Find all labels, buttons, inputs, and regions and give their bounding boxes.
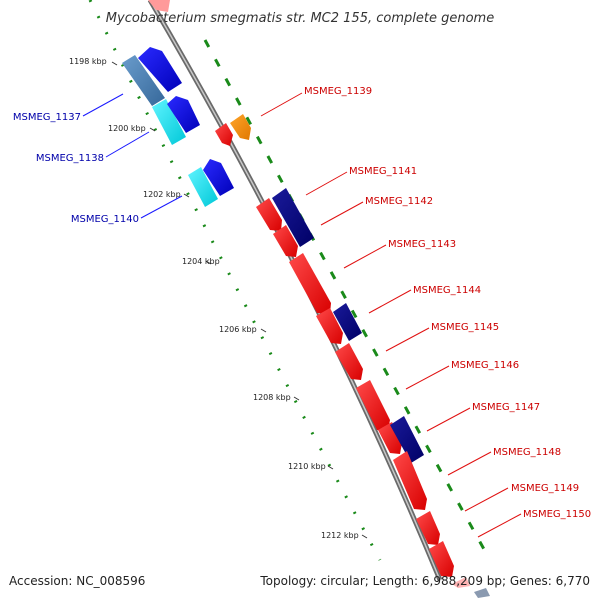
tick-label-1200: 1200 kbp [108, 124, 146, 133]
gene-arrow-msmeg-1148 [393, 451, 427, 510]
gene-arrow-msmeg-1138 [152, 99, 186, 145]
gene-arrow-msmeg-1137 [138, 47, 182, 92]
gene-label-msmeg-1137: MSMEG_1137 [13, 112, 81, 123]
gene-arrow-partial-bottom-2 [474, 588, 490, 598]
gene-arrow-msmeg-1140 [188, 167, 218, 207]
tick-label-1210: 1210 kbp [288, 462, 326, 471]
gene-arrow-msmeg-1142 [273, 225, 298, 257]
gene-arrow-msmeg-1146 [356, 380, 390, 431]
tick-labels: 1198 kbp 1200 kbp 1202 kbp 1204 kbp 1206… [69, 57, 359, 540]
gene-label-msmeg-1140: MSMEG_1140 [71, 214, 139, 225]
accession-text: Accession: NC_008596 [9, 574, 146, 588]
gene-arrow-msmeg-1147 [378, 422, 402, 454]
gene-label-msmeg-1142: MSMEG_1142 [365, 196, 433, 207]
gene-label-msmeg-1147: MSMEG_1147 [472, 402, 540, 413]
label-leaders-forward [260, 92, 522, 538]
gene-arrow-msmeg-1141 [256, 198, 282, 231]
gene-label-msmeg-1144: MSMEG_1144 [413, 285, 481, 296]
genome-backbone [147, 0, 443, 581]
gene-label-msmeg-1145: MSMEG_1145 [431, 322, 499, 333]
gene-arrow-msmeg-1147b [390, 416, 424, 463]
gc-skew-track-outer [203, 39, 492, 561]
gene-arrow-msmeg-1144 [316, 308, 343, 344]
gene-arrow-msmeg-1136 [122, 55, 165, 106]
gene-label-msmeg-1138: MSMEG_1138 [36, 153, 104, 164]
gene-label-msmeg-1141: MSMEG_1141 [349, 166, 417, 177]
tick-label-1206: 1206 kbp [219, 325, 257, 334]
gene-arrow-msmeg-1149 [416, 511, 440, 545]
gene-label-msmeg-1146: MSMEG_1146 [451, 360, 519, 371]
tick-label-1198: 1198 kbp [69, 57, 107, 66]
gene-arrow-msmeg-1141b [272, 188, 314, 247]
tick-label-1202: 1202 kbp [143, 190, 181, 199]
gene-arrow-msmeg-1139a [215, 123, 233, 146]
gene-arrow-msmeg-1143 [289, 253, 331, 314]
gene-label-msmeg-1148: MSMEG_1148 [493, 447, 561, 458]
gene-arrow-partial-bottom [452, 577, 470, 588]
tick-label-1212: 1212 kbp [321, 531, 359, 540]
gene-arrow-msmeg-1140b [203, 159, 234, 196]
gene-label-msmeg-1143: MSMEG_1143 [388, 239, 456, 250]
tick-label-1204: 1204 kbp [182, 257, 220, 266]
gene-arrow-msmeg-1138b [167, 96, 200, 133]
gene-labels-forward: MSMEG_1139 MSMEG_1141 MSMEG_1142 MSMEG_1… [304, 86, 591, 520]
gene-label-msmeg-1150: MSMEG_1150 [523, 509, 591, 520]
tick-label-1208: 1208 kbp [253, 393, 291, 402]
gene-labels-reverse: MSMEG_1137 MSMEG_1138 MSMEG_1140 [13, 112, 139, 225]
gene-arrow-msmeg-1150 [429, 541, 454, 577]
gene-label-msmeg-1149: MSMEG_1149 [511, 483, 579, 494]
gene-arrow-msmeg-1139 [230, 114, 251, 140]
gene-arrow-msmeg-1144b [333, 303, 362, 341]
tick-marks [111, 61, 368, 539]
gene-arrow-partial-top [148, 0, 170, 12]
gc-skew-track-inner [88, 0, 382, 561]
gene-label-msmeg-1139: MSMEG_1139 [304, 86, 372, 97]
topology-text: Topology: circular; Length: 6,988,209 bp… [260, 574, 590, 588]
gene-arrow-msmeg-1145 [335, 343, 363, 380]
label-leaders-reverse [82, 93, 183, 219]
map-title: Mycobacterium smegmatis str. MC2 155, co… [106, 11, 494, 26]
